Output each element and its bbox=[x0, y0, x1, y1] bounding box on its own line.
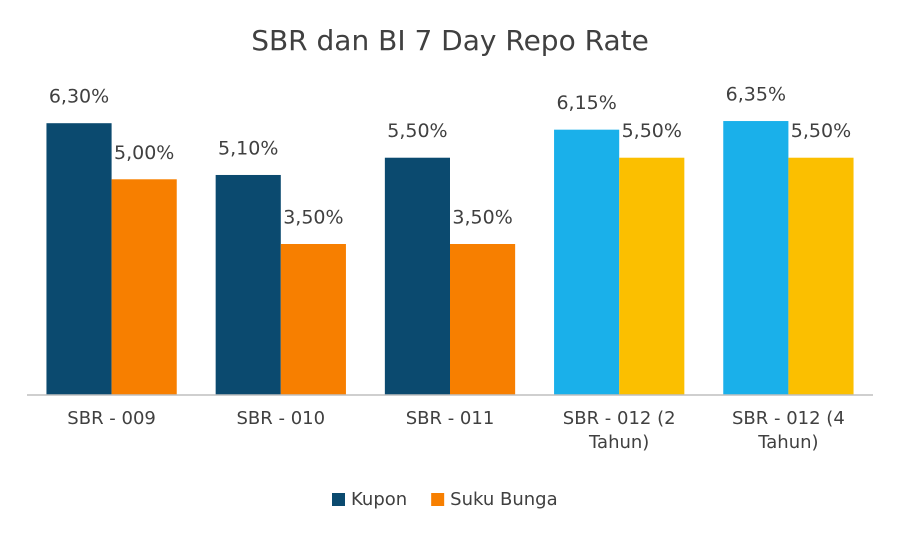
x-tick-label: SBR - 011 bbox=[405, 408, 495, 429]
data-label: 3,50% bbox=[452, 207, 512, 229]
x-tick-label: SBR - 010 bbox=[236, 408, 326, 429]
data-label: 6,35% bbox=[726, 84, 786, 106]
bar bbox=[450, 244, 516, 395]
x-tick-label: SBR - 012 (4 Tahun) bbox=[732, 408, 845, 453]
legend-swatch bbox=[332, 493, 345, 506]
bar bbox=[554, 129, 620, 395]
bar bbox=[619, 157, 685, 395]
chart-title: SBR dan BI 7 Day Repo Rate bbox=[251, 24, 649, 57]
legend-label: Suku Bunga bbox=[450, 489, 557, 510]
data-label: 5,50% bbox=[622, 120, 682, 142]
data-label: 6,30% bbox=[49, 86, 109, 108]
legend-label: Kupon bbox=[351, 489, 407, 510]
data-label: 5,50% bbox=[387, 120, 447, 142]
bar bbox=[111, 179, 177, 395]
x-tick-label: SBR - 012 (2 Tahun) bbox=[562, 408, 676, 453]
bar bbox=[384, 157, 450, 395]
legend-swatch bbox=[431, 493, 445, 506]
bar bbox=[46, 123, 112, 395]
bar bbox=[215, 174, 281, 395]
data-label: 5,10% bbox=[218, 137, 278, 159]
bar bbox=[280, 244, 346, 395]
bar bbox=[723, 121, 789, 396]
bar bbox=[788, 157, 854, 395]
data-label: 6,15% bbox=[556, 92, 616, 114]
data-label: 3,50% bbox=[283, 207, 343, 229]
x-tick-label: SBR - 009 bbox=[67, 408, 156, 429]
data-label: 5,00% bbox=[114, 142, 174, 164]
data-label: 5,50% bbox=[791, 120, 851, 142]
